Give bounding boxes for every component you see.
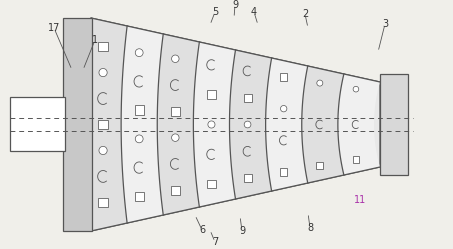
- Polygon shape: [98, 120, 108, 129]
- Text: 5: 5: [212, 7, 218, 17]
- Polygon shape: [98, 42, 108, 52]
- Polygon shape: [230, 50, 272, 199]
- Circle shape: [135, 135, 143, 143]
- Text: 2: 2: [302, 9, 308, 19]
- Circle shape: [135, 49, 143, 57]
- Bar: [380, 74, 408, 175]
- Bar: [10, 97, 65, 151]
- Polygon shape: [280, 73, 288, 81]
- Polygon shape: [135, 106, 144, 115]
- Circle shape: [99, 68, 107, 77]
- Circle shape: [99, 146, 107, 155]
- Polygon shape: [207, 180, 216, 188]
- Polygon shape: [171, 186, 180, 195]
- Polygon shape: [85, 18, 127, 231]
- Polygon shape: [157, 34, 199, 215]
- Polygon shape: [352, 156, 359, 163]
- Bar: [63, 18, 92, 231]
- Circle shape: [353, 86, 359, 92]
- Polygon shape: [91, 18, 380, 231]
- Polygon shape: [265, 58, 308, 191]
- Circle shape: [244, 121, 251, 128]
- Polygon shape: [244, 94, 251, 102]
- Polygon shape: [193, 42, 236, 207]
- Text: 3: 3: [382, 19, 388, 29]
- Polygon shape: [98, 197, 108, 207]
- Text: 7: 7: [212, 237, 218, 247]
- Polygon shape: [121, 26, 163, 223]
- Polygon shape: [135, 192, 144, 201]
- Polygon shape: [302, 66, 344, 183]
- Polygon shape: [171, 107, 180, 116]
- Text: 1: 1: [92, 35, 98, 45]
- Text: 9: 9: [232, 0, 238, 10]
- Text: 4: 4: [251, 7, 257, 17]
- Polygon shape: [338, 74, 380, 175]
- Text: 11: 11: [354, 195, 366, 205]
- Polygon shape: [207, 90, 216, 99]
- Circle shape: [172, 134, 179, 141]
- Circle shape: [280, 106, 287, 112]
- Circle shape: [172, 55, 179, 62]
- Text: 17: 17: [48, 23, 60, 33]
- Polygon shape: [280, 168, 288, 176]
- Circle shape: [317, 80, 323, 86]
- Text: 9: 9: [239, 226, 245, 236]
- Text: 8: 8: [307, 223, 313, 233]
- Circle shape: [208, 121, 215, 128]
- Polygon shape: [316, 162, 323, 170]
- Text: 6: 6: [199, 225, 205, 235]
- Polygon shape: [244, 174, 251, 182]
